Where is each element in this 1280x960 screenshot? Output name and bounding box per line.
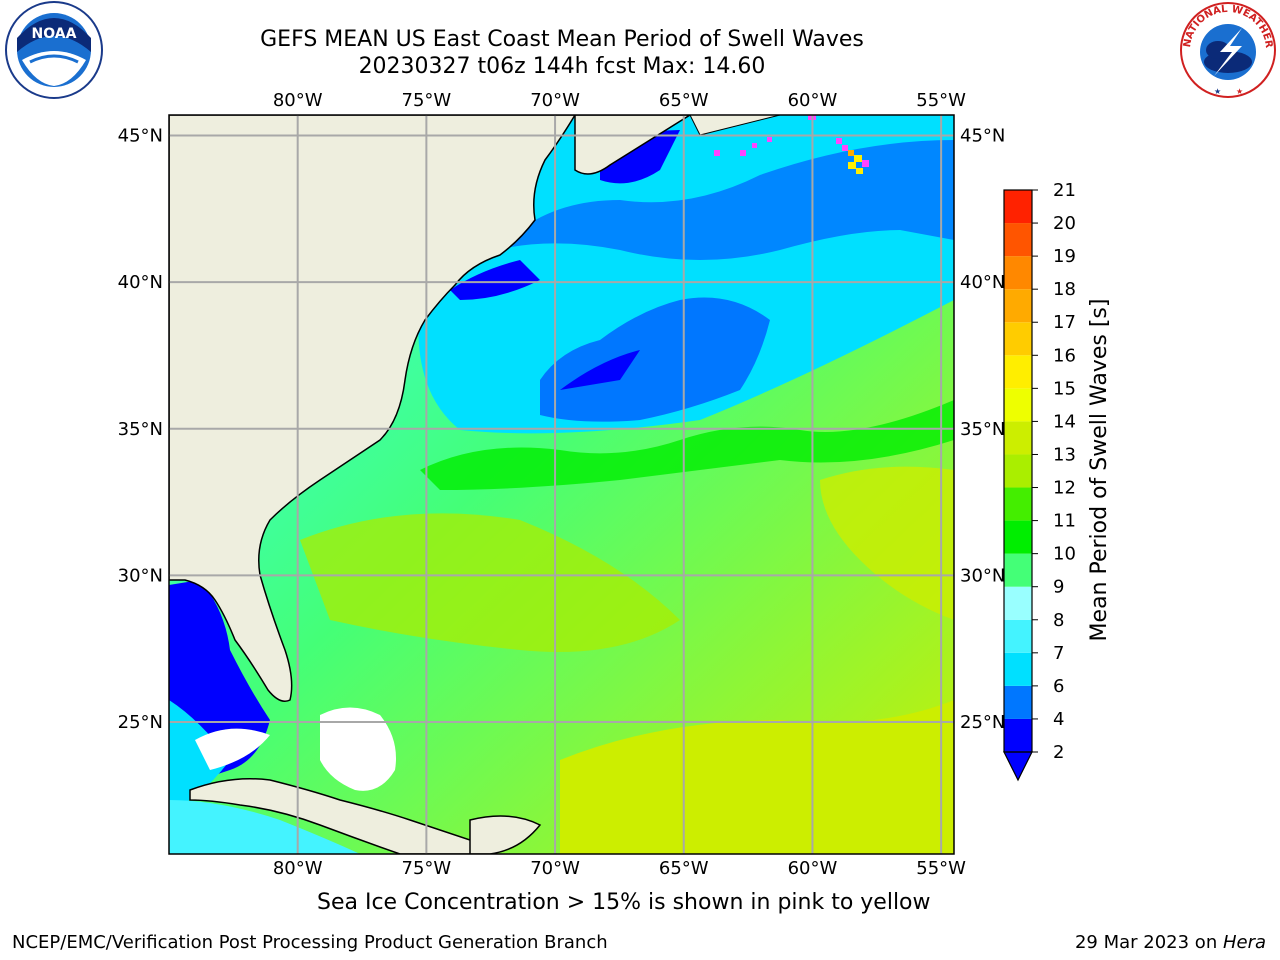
- lon-tick-label: 65°W: [659, 90, 709, 111]
- colorbar-swatch: [1004, 586, 1032, 620]
- lon-tick-label: 70°W: [530, 90, 580, 111]
- colorbar-tick-label: 16: [1053, 345, 1076, 366]
- colorbar-swatch: [1004, 520, 1032, 554]
- colorbar-tick-label: 9: [1053, 577, 1064, 598]
- lon-tick-label: 60°W: [788, 90, 838, 111]
- colorbar-tick-label: 17: [1053, 312, 1076, 333]
- chart-title: GEFS MEAN US East Coast Mean Period of S…: [260, 27, 864, 52]
- lat-labels-right: 45°N 40°N 35°N 30°N 25°N: [960, 126, 1005, 734]
- colorbar-swatch: [1004, 454, 1032, 488]
- colorbar-swatch: [1004, 322, 1032, 356]
- colorbar-ticks: 2 4 6 7 8 9 10 11 12 13 14 15 16 17 18 19 20 21: [1032, 180, 1076, 763]
- lat-tick-label: 45°N: [118, 126, 163, 147]
- no-data-area-bahamas: [320, 707, 396, 791]
- colorbar-swatch: [1004, 652, 1032, 686]
- contour-12-13s-west: [300, 513, 680, 652]
- swell-period-field: [169, 115, 954, 854]
- colorbar-swatch: [1004, 487, 1032, 521]
- colorbar-tick-label: 20: [1053, 213, 1076, 234]
- contour-2-4s-north: [440, 140, 954, 270]
- colorbar-tick-label: 8: [1053, 610, 1064, 631]
- lon-labels-bottom: 80°W 75°W 70°W 65°W 60°W 55°W: [273, 858, 966, 879]
- colorbar-swatch: [1004, 718, 1032, 752]
- colorbar-swatch: [1004, 223, 1032, 257]
- nws-logo: NATIONAL WEATHER SERVICE ★ ★: [1176, 0, 1276, 98]
- colorbar-tick-label: 13: [1053, 444, 1076, 465]
- lat-tick-label: 35°N: [960, 419, 1005, 440]
- lon-tick-label: 80°W: [273, 858, 323, 879]
- noaa-logo: NOAA: [5, 1, 103, 99]
- colorbar-swatch: [1004, 355, 1032, 389]
- colorbar-swatch: [1004, 553, 1032, 587]
- lon-tick-label: 65°W: [659, 858, 709, 879]
- colorbar-label: Mean Period of Swell Waves [s]: [1087, 299, 1112, 642]
- lon-tick-label: 70°W: [530, 858, 580, 879]
- contour-10-11s: [420, 400, 954, 490]
- sea-ice-note: Sea Ice Concentration > 15% is shown in …: [317, 890, 931, 915]
- colorbar-tick-label: 19: [1053, 246, 1076, 267]
- colorbar: [1003, 189, 1033, 782]
- lon-tick-label: 55°W: [916, 90, 966, 111]
- footer-host: Hera: [1222, 932, 1266, 953]
- colorbar-tick-label: 7: [1053, 643, 1064, 664]
- colorbar-swatch: [1004, 289, 1032, 323]
- lon-tick-label: 75°W: [402, 858, 452, 879]
- colorbar-tick-label: 10: [1053, 544, 1076, 565]
- lon-tick-label: 75°W: [402, 90, 452, 111]
- colorbar-swatch: [1004, 190, 1032, 224]
- lon-tick-label: 80°W: [273, 90, 323, 111]
- colorbar-swatch: [1004, 619, 1032, 653]
- lon-labels-top: 80°W 75°W 70°W 65°W 60°W 55°W: [273, 90, 966, 111]
- colorbar-tick-label: 18: [1053, 279, 1076, 300]
- contour-13-14s-south: [560, 700, 954, 854]
- footer-date: 29 Mar 2023 on Hera: [1075, 932, 1266, 953]
- colorbar-tick-label: 6: [1053, 676, 1064, 697]
- colorbar-swatch: [1004, 256, 1032, 290]
- lat-tick-label: 25°N: [960, 712, 1005, 733]
- footer-date-text: 29 Mar 2023 on: [1074, 932, 1223, 953]
- lat-tick-label: 30°N: [960, 565, 1005, 586]
- colorbar-tick-label: 21: [1053, 180, 1076, 201]
- colorbar-tick-label: 11: [1053, 511, 1076, 532]
- land-cuba: [189, 778, 481, 854]
- lon-tick-label: 60°W: [788, 858, 838, 879]
- colorbar-frame: [1003, 189, 1033, 753]
- colorbar-swatch: [1004, 388, 1032, 422]
- colorbar-tick-label: 4: [1053, 709, 1064, 730]
- lon-tick-label: 55°W: [916, 858, 966, 879]
- lat-tick-label: 45°N: [960, 126, 1005, 147]
- map-frame: [168, 114, 955, 855]
- colorbar-swatch: [1004, 685, 1032, 719]
- contour-2-4s-center: [540, 297, 770, 422]
- colorbar-tick-label: 14: [1053, 411, 1076, 432]
- svg-text:★: ★: [1214, 87, 1221, 96]
- colorbar-swatch: [1004, 421, 1032, 455]
- lat-tick-label: 35°N: [118, 419, 163, 440]
- colorbar-tick-label: 12: [1053, 478, 1076, 499]
- lat-labels-left: 45°N 40°N 35°N 30°N 25°N: [118, 126, 163, 734]
- colorbar-tick-label: 15: [1053, 378, 1076, 399]
- lat-tick-label: 30°N: [118, 565, 163, 586]
- colorbar-tick-label: 2: [1053, 742, 1064, 763]
- svg-text:★: ★: [1236, 87, 1243, 96]
- colorbar-under-arrow: [1003, 751, 1033, 782]
- lat-tick-label: 40°N: [118, 272, 163, 293]
- no-data-area-gulf: [195, 728, 270, 770]
- land-north-america: [169, 115, 576, 702]
- lat-tick-label: 40°N: [960, 272, 1005, 293]
- chart-subtitle: 20230327 t06z 144h fcst Max: 14.60: [358, 54, 766, 79]
- lat-tick-label: 25°N: [118, 712, 163, 733]
- graticule: [169, 115, 954, 854]
- noaa-wordmark: NOAA: [32, 26, 77, 42]
- footer-branch: NCEP/EMC/Verification Post Processing Pr…: [12, 932, 608, 953]
